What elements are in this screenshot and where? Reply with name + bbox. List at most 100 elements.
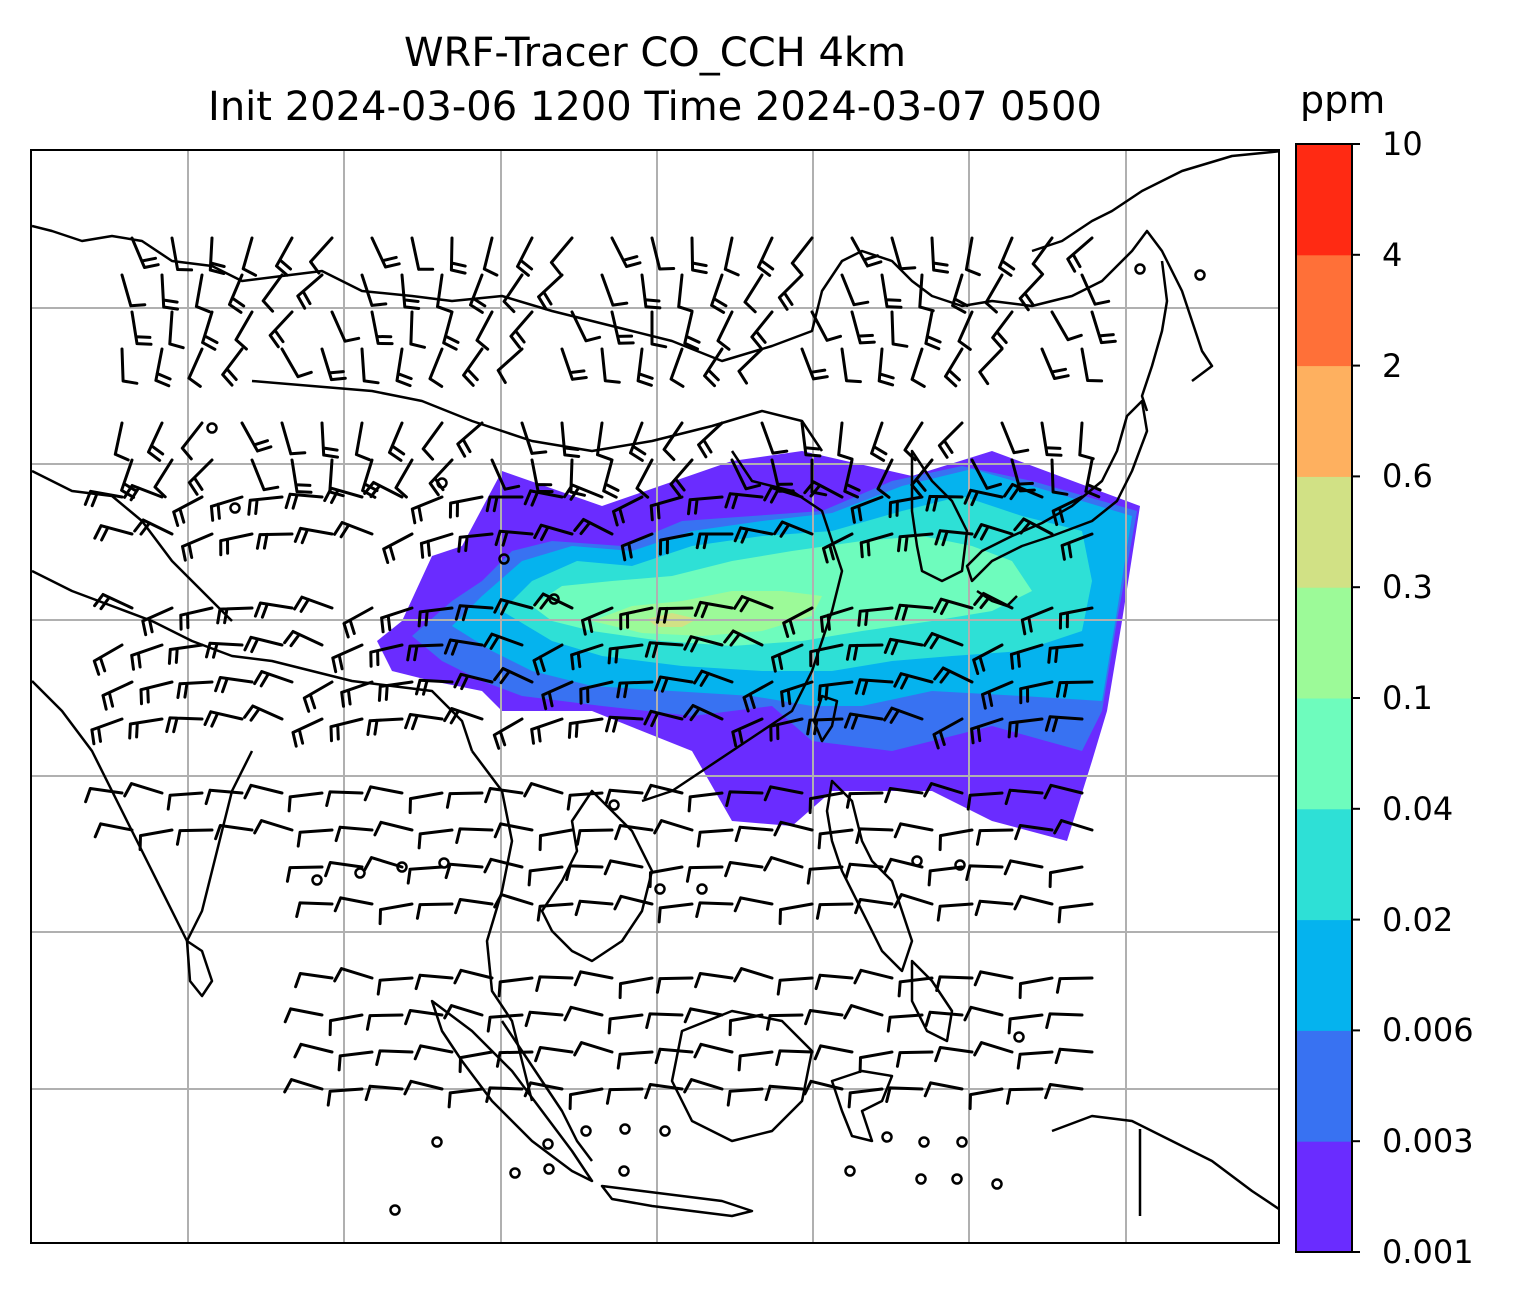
wind-barb bbox=[449, 236, 467, 275]
wind-barb bbox=[604, 788, 644, 806]
wind-barb bbox=[654, 1047, 694, 1065]
wind-barb bbox=[757, 236, 775, 277]
wind-barb bbox=[247, 495, 284, 516]
wind-barb bbox=[250, 458, 280, 492]
wind-barb bbox=[194, 273, 211, 314]
wind-barb bbox=[800, 347, 829, 381]
wind-barb bbox=[205, 641, 244, 659]
wind-barb bbox=[408, 791, 444, 815]
wind-barb bbox=[1007, 717, 1044, 739]
wind-barb bbox=[845, 791, 884, 809]
wind-barb bbox=[483, 857, 524, 874]
wind-barb bbox=[669, 458, 694, 497]
calm-circle bbox=[1134, 263, 1146, 275]
wind-barb bbox=[414, 973, 454, 991]
wind-barb bbox=[910, 458, 934, 498]
wind-barb bbox=[280, 347, 313, 379]
wind-barb bbox=[530, 717, 564, 745]
wind-barb bbox=[845, 643, 884, 661]
wind-barb bbox=[894, 603, 934, 621]
wind-barb bbox=[951, 273, 969, 314]
colorbar-segment bbox=[1296, 476, 1352, 588]
wind-barb bbox=[683, 1007, 724, 1024]
wind-barb bbox=[1080, 273, 1111, 306]
wind-barb bbox=[234, 310, 254, 351]
wind-barb bbox=[320, 421, 339, 459]
wind-barb bbox=[690, 236, 708, 275]
wind-barb bbox=[1050, 310, 1083, 342]
wind-barb bbox=[243, 704, 284, 722]
colorbar-tick-label: 4 bbox=[1382, 235, 1403, 274]
wind-barb bbox=[1013, 894, 1054, 911]
calm-circle bbox=[1194, 269, 1206, 281]
wind-barb bbox=[523, 1081, 564, 1098]
wind-barb bbox=[817, 828, 854, 850]
wind-barb bbox=[683, 1078, 724, 1094]
wind-barb bbox=[253, 819, 294, 835]
wind-barb bbox=[855, 827, 894, 844]
colorbar bbox=[1295, 143, 1360, 1253]
wind-barb bbox=[1040, 347, 1070, 380]
wind-barb bbox=[677, 273, 694, 313]
wind-barb bbox=[653, 675, 694, 693]
colorbar-segment bbox=[1296, 808, 1352, 921]
colorbar-segment bbox=[1296, 254, 1352, 367]
wind-barb bbox=[657, 902, 694, 924]
wind-barb bbox=[742, 680, 774, 713]
wind-barb bbox=[1020, 606, 1054, 636]
wind-barb bbox=[687, 495, 724, 516]
wind-barb bbox=[850, 310, 876, 345]
wind-barb bbox=[737, 347, 764, 385]
wind-barb bbox=[743, 273, 764, 314]
map-panel[interactable] bbox=[30, 149, 1280, 1244]
wind-barb bbox=[935, 975, 974, 992]
wind-barb bbox=[325, 790, 364, 807]
wind-barb bbox=[1055, 976, 1094, 994]
wind-barb bbox=[813, 1044, 854, 1061]
wind-barb bbox=[814, 973, 854, 991]
wind-barb bbox=[123, 782, 164, 798]
wind-barb bbox=[566, 791, 604, 811]
wind-barb bbox=[533, 523, 574, 541]
wind-barb bbox=[375, 1049, 414, 1066]
wind-barb bbox=[1003, 483, 1044, 501]
wind-barb bbox=[1090, 310, 1117, 345]
wind-barb bbox=[1044, 715, 1084, 733]
wind-barb bbox=[290, 458, 313, 494]
wind-barb bbox=[410, 236, 435, 271]
wind-barb bbox=[536, 902, 574, 922]
wind-barb bbox=[693, 600, 734, 619]
wind-barb bbox=[963, 1005, 1004, 1022]
wind-barb bbox=[123, 484, 164, 502]
wind-barb bbox=[937, 421, 964, 459]
wind-barb bbox=[777, 273, 804, 311]
wind-barb bbox=[573, 1041, 614, 1057]
wind-barb bbox=[600, 273, 629, 307]
wind-barb bbox=[685, 865, 724, 883]
wind-barb bbox=[410, 495, 444, 525]
wind-barb bbox=[360, 347, 380, 385]
wind-barb bbox=[726, 1087, 764, 1107]
coastline-icon bbox=[32, 151, 1278, 1218]
wind-barb bbox=[209, 495, 244, 522]
wind-barb bbox=[932, 717, 964, 750]
wind-barb bbox=[101, 680, 134, 711]
wind-barb bbox=[377, 680, 414, 702]
wind-barb bbox=[1003, 859, 1044, 876]
wind-barb bbox=[502, 273, 524, 314]
wind-barb bbox=[648, 865, 684, 889]
wind-barb bbox=[644, 641, 684, 659]
wind-barb bbox=[924, 1010, 964, 1028]
wind-barb bbox=[809, 643, 844, 668]
wind-barb bbox=[388, 421, 406, 462]
wind-barb bbox=[854, 898, 894, 915]
wind-barb bbox=[382, 532, 414, 564]
wind-barb bbox=[208, 236, 226, 275]
wind-barb bbox=[324, 861, 364, 878]
wind-barb bbox=[933, 666, 974, 684]
wind-barb bbox=[285, 865, 324, 883]
wind-barb bbox=[462, 347, 484, 387]
wind-barb bbox=[415, 902, 454, 920]
wind-barb bbox=[769, 717, 804, 742]
wind-barb bbox=[294, 972, 334, 989]
